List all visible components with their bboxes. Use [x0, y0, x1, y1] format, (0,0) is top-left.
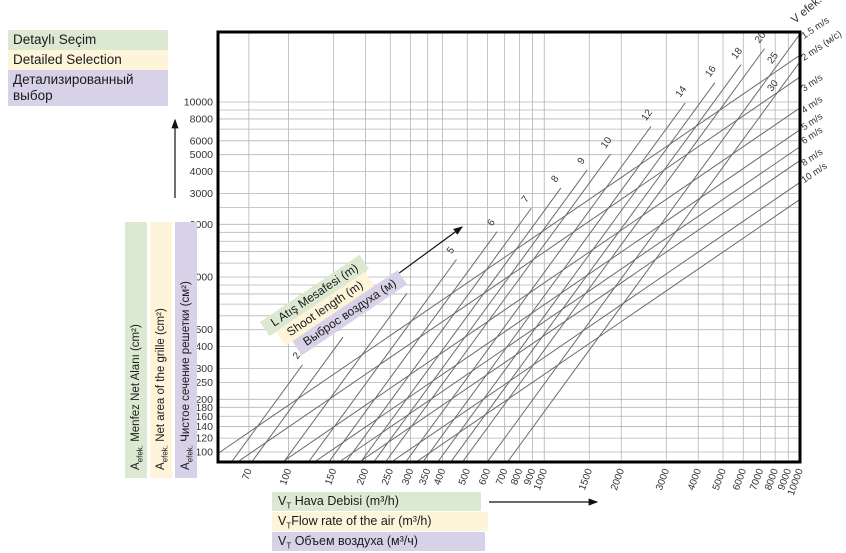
- x-tick-label: 400: [432, 467, 448, 487]
- y-axis-title-turkish: Aefek. Menfez Net Alanı (cm²): [125, 222, 147, 478]
- shoot-length-line: [251, 336, 344, 462]
- shoot-length-line: [345, 207, 532, 462]
- velocity-line: [281, 107, 800, 462]
- shoot-length-line-label: 7: [520, 194, 532, 205]
- shoot-length-line-label: 14: [674, 84, 690, 100]
- shoot-length-line: [373, 169, 588, 462]
- x-tick-label: 4000: [686, 467, 704, 492]
- x-tick-label: 700: [494, 467, 510, 487]
- shoot-length-line-label: 6: [486, 217, 498, 228]
- x-tick-label: 1500: [577, 467, 595, 492]
- selection-legend: Detaylı Seçim Detailed Selection Детализ…: [8, 30, 168, 106]
- shoot-length-line: [307, 259, 457, 462]
- shoot-length-line-label: 8: [549, 173, 561, 184]
- y-axis-title-russian: Aefek. Чистое сечение решетки (см²): [175, 222, 197, 478]
- shoot-length-line-label: 16: [703, 64, 719, 80]
- shoot-length-line: [422, 102, 686, 462]
- legend-item-turkish: Detaylı Seçim: [8, 30, 168, 50]
- y-tick-label: 160: [195, 411, 213, 423]
- y-tick-label: 250: [195, 377, 213, 389]
- shoot-length-line: [384, 153, 611, 462]
- shoot-length-line-label: 9: [576, 155, 588, 166]
- y-tick-label: 10000: [184, 97, 213, 109]
- velocity-line: [415, 198, 800, 462]
- y-tick-label: 200: [195, 394, 213, 406]
- y-tick-label: 400: [195, 341, 213, 353]
- x-tick-label: 150: [323, 467, 339, 487]
- velocity-line: [358, 159, 800, 462]
- x-tick-label: 100: [278, 467, 294, 487]
- velocity-line: [338, 146, 800, 462]
- shoot-length-line: [405, 126, 652, 462]
- x-tick-label: 600: [477, 467, 493, 487]
- shoot-length-line: [506, 60, 800, 462]
- shoot-length-line: [461, 48, 765, 462]
- y-tick-label: 6000: [190, 135, 214, 147]
- x-tick-label: 3000: [654, 467, 672, 492]
- x-tick-label: 300: [400, 467, 416, 487]
- shoot-length-line: [283, 293, 408, 462]
- legend-item-russian: Детализированный выбор: [8, 70, 168, 106]
- y-tick-label: 5000: [190, 149, 214, 161]
- y-tick-label: 8000: [190, 113, 214, 125]
- shoot-length-line: [437, 82, 716, 462]
- x-axis-title-english: VTFlow rate of the air (m³/h): [272, 512, 488, 531]
- velocity-line: [313, 129, 800, 462]
- shoot-length-line: [450, 64, 742, 462]
- x-tick-label: 250: [380, 467, 396, 487]
- y-axis-title-english: Aefek. Net area of the grille (cm²): [150, 222, 172, 478]
- x-axis-title-turkish: VT Hava Debisi (m³/h): [272, 492, 481, 511]
- y-tick-label: 180: [195, 402, 213, 414]
- x-tick-label: 500: [457, 467, 473, 487]
- x-tick-label: 70: [241, 467, 255, 482]
- shoot-length-line: [486, 33, 800, 462]
- x-tick-label: 200: [355, 467, 371, 487]
- shoot-length-line: [360, 187, 562, 462]
- y-tick-label: 120: [195, 433, 213, 445]
- legend-item-english: Detailed Selection: [8, 50, 168, 70]
- shoot-length-line-label: 10: [599, 135, 615, 151]
- plot-border: [216, 30, 802, 464]
- shoot-length-line: [328, 231, 498, 462]
- x-tick-label: 350: [417, 467, 433, 487]
- velocity-line-label: 4 m/s: [800, 94, 826, 116]
- curve-layer: [218, 33, 800, 462]
- velocity-line: [390, 181, 800, 462]
- x-tick-label: 6000: [731, 467, 749, 492]
- shoot-length-line: [230, 364, 303, 462]
- x-tick-label: 2000: [609, 467, 627, 492]
- velocity-line: [236, 76, 800, 462]
- x-tick-label: 5000: [711, 467, 729, 492]
- y-tick-label: 140: [195, 421, 213, 433]
- y-tick-label: 300: [195, 363, 213, 375]
- velocity-line-label: 3 m/s: [800, 72, 826, 94]
- y-tick-label: 3000: [190, 188, 214, 200]
- y-tick-label: 500: [195, 324, 213, 336]
- velocity-line: [218, 54, 800, 455]
- y-tick-label: 100: [195, 447, 213, 459]
- x-axis-title-russian: VT Объем воздуха (м³/ч): [272, 532, 485, 551]
- shoot-length-line-label: 5: [445, 245, 457, 256]
- y-tick-label: 4000: [190, 166, 214, 178]
- grid-layer: [218, 32, 801, 462]
